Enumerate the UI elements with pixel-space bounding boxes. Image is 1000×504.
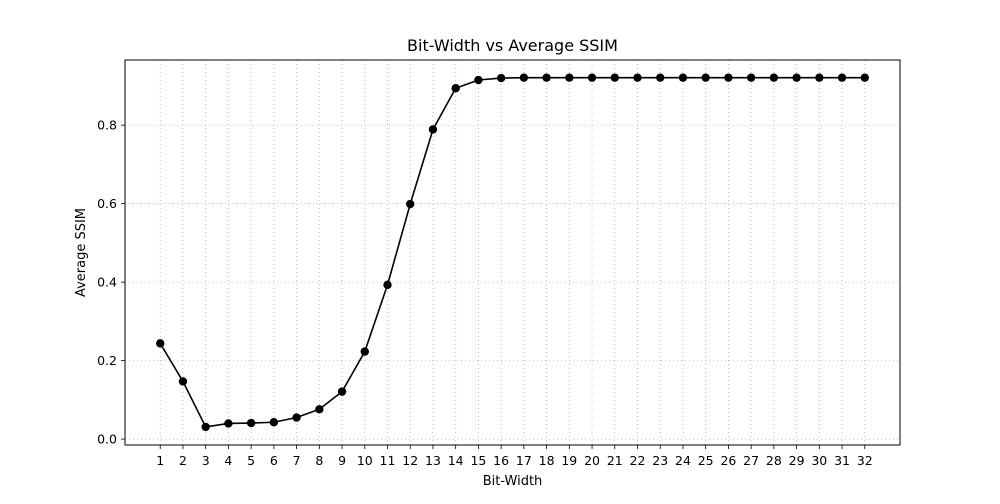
data-point [656, 73, 665, 82]
x-tick-label: 10 [357, 453, 373, 468]
x-tick-label: 24 [675, 453, 691, 468]
x-tick-label: 9 [338, 453, 346, 468]
chart-title: Bit-Width vs Average SSIM [407, 36, 618, 55]
x-axis-label: Bit-Width [483, 474, 543, 489]
series-line [159, 76, 865, 428]
x-tick-label: 26 [720, 453, 736, 468]
x-tick-label: 21 [607, 453, 623, 468]
x-tick-label: 4 [224, 453, 232, 468]
data-point [474, 75, 483, 85]
data-point [496, 73, 506, 83]
x-tick-label: 15 [470, 453, 486, 468]
data-point [837, 73, 847, 82]
data-point [201, 422, 210, 432]
x-tick-label: 23 [652, 453, 668, 468]
x-tick-label: 25 [698, 453, 714, 468]
y-tick-label: 0.6 [97, 196, 117, 211]
data-point [406, 199, 415, 209]
x-tick-label: 32 [857, 453, 873, 468]
data-point [246, 418, 256, 428]
x-tick-label: 20 [584, 453, 600, 468]
y-tick-label: 0.4 [97, 275, 117, 290]
data-point [746, 73, 756, 82]
data-point [701, 73, 710, 82]
x-tick-label: 27 [743, 453, 759, 468]
x-tick-label: 13 [425, 453, 441, 468]
data-point [178, 377, 188, 386]
x-tick-label: 6 [270, 453, 278, 468]
data-point [724, 73, 733, 82]
data-point [451, 84, 460, 93]
grid [125, 60, 900, 445]
data-point [337, 387, 347, 396]
data-point [315, 405, 324, 414]
data-point [519, 73, 529, 82]
x-tick-label: 19 [561, 453, 577, 468]
data-point [292, 413, 301, 422]
data-point [610, 73, 619, 82]
data-point [360, 347, 369, 356]
data-point [383, 280, 392, 290]
x-tick-label: 2 [179, 453, 187, 468]
data-point [587, 73, 597, 82]
y-tick-label: 0.0 [97, 432, 117, 447]
series-layer [156, 73, 869, 432]
data-point [269, 418, 279, 427]
data-point [428, 125, 438, 134]
x-tick-label: 22 [630, 453, 646, 468]
data-point [156, 339, 165, 348]
x-tick-label: 5 [247, 453, 255, 468]
data-point [565, 73, 574, 82]
data-point [792, 73, 801, 82]
data-point [678, 73, 688, 82]
x-tick-label: 8 [315, 453, 323, 468]
x-tick-label: 11 [380, 453, 396, 468]
x-tick-label: 28 [766, 453, 782, 468]
x-tick-label: 12 [402, 453, 418, 468]
data-point [224, 419, 233, 428]
x-tick-label: 7 [293, 453, 301, 468]
data-point [542, 73, 551, 82]
x-tick-label: 31 [834, 453, 850, 468]
x-tick-label: 3 [202, 453, 210, 468]
ticks: 1 2 3 4 5 6 7 8 9 10 11 12 13 14 15 16 17 18 19 20 21 22 23 24 2… [97, 118, 873, 468]
x-tick-label: 16 [493, 453, 509, 468]
x-tick-label: 29 [789, 453, 805, 468]
x-tick-label: 17 [516, 453, 532, 468]
data-point [633, 73, 642, 82]
x-tick-label: 18 [539, 453, 555, 468]
y-axis-label: Average SSIM [74, 208, 89, 297]
y-tick-label: 0.8 [97, 118, 117, 133]
data-point [769, 73, 779, 82]
y-tick-label: 0.2 [97, 353, 117, 368]
x-tick-label: 1 [156, 453, 164, 468]
data-point [815, 73, 824, 82]
data-point [860, 73, 869, 82]
x-tick-label: 30 [811, 453, 827, 468]
x-tick-label: 14 [448, 453, 464, 468]
plot-frame [124, 59, 901, 446]
